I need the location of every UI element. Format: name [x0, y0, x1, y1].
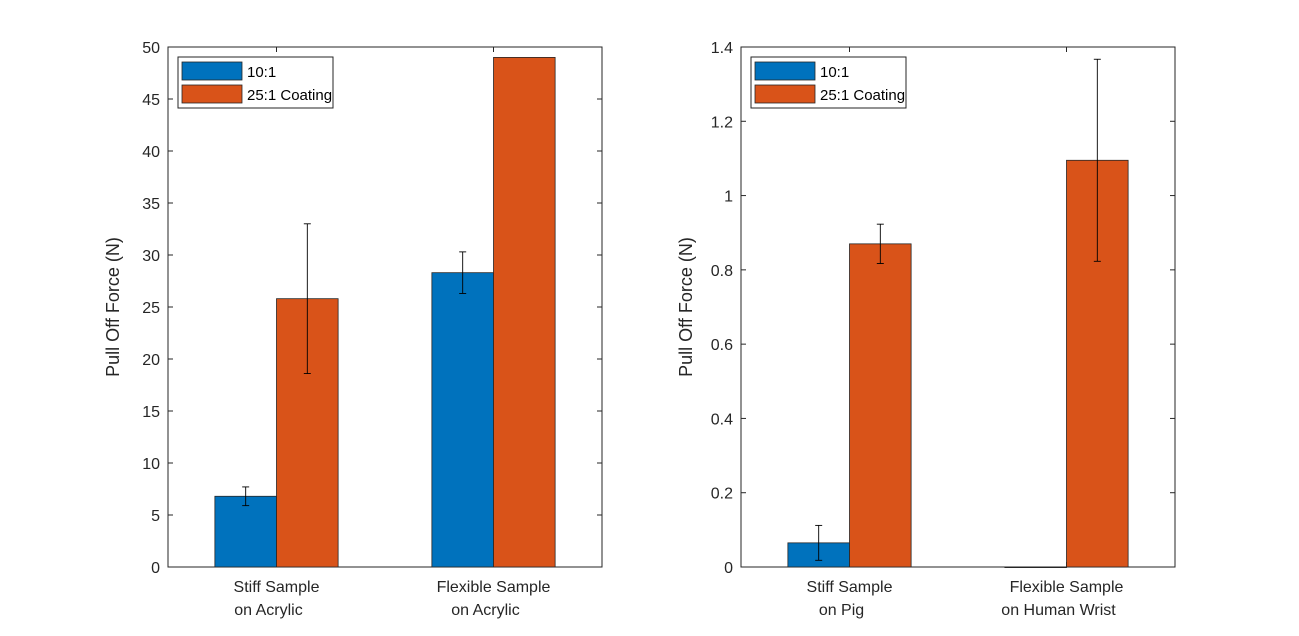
- bar-25-1-coating-2: [493, 57, 556, 568]
- y-axis-label: Pull Off Force (N): [103, 237, 123, 377]
- y-tick-label: 0.4: [711, 411, 733, 428]
- legend-swatch: [181, 84, 243, 104]
- x-tick-label: Stiff Sample: [234, 579, 320, 596]
- y-tick-label: 35: [142, 196, 160, 213]
- y-tick-label: 45: [142, 92, 160, 109]
- y-tick-label: 50: [142, 40, 160, 57]
- x-tick-label: on Acrylic: [234, 602, 302, 619]
- y-tick-label: 1.4: [711, 40, 733, 57]
- y-tick-label: 0: [724, 560, 733, 577]
- x-tick-label: Flexible Sample: [1010, 579, 1124, 596]
- plot-area-box: [740, 46, 1176, 568]
- y-tick-label: 1.2: [711, 114, 733, 131]
- legend-swatch: [754, 61, 816, 81]
- y-tick-label: 30: [142, 248, 160, 265]
- bar-25-1-coating-1: [849, 243, 912, 568]
- y-tick-label: 15: [142, 404, 160, 421]
- legend: 10:1 25:1 Coating: [177, 56, 334, 109]
- legend-swatch: [181, 61, 243, 81]
- bar-10-1-2: [1004, 566, 1067, 569]
- y-tick-label: 0.6: [711, 337, 733, 354]
- y-tick-label: 5: [151, 508, 160, 525]
- y-tick-label: 40: [142, 144, 160, 161]
- legend-entry-label: 25:1 Coating: [820, 87, 905, 104]
- legend-swatch: [754, 84, 816, 104]
- chart-panel-2: 0 0.2 0.4 0.6 0.8 1 1.2 1.4 Pull Off Force (N) St…: [676, 40, 1176, 619]
- x-tick-label: on Pig: [819, 602, 864, 619]
- y-tick-label: 1: [724, 189, 733, 206]
- y-tick-label: 20: [142, 352, 160, 369]
- x-tick-label: Flexible Sample: [437, 579, 551, 596]
- x-tick-label: Stiff Sample: [807, 579, 893, 596]
- chart-panel-1: 0 5 10 15 20 25 30 35 40 45 50 Pull Off Force (N) St…: [103, 40, 603, 619]
- y-axis-label: Pull Off Force (N): [676, 237, 696, 377]
- legend-entry-label: 10:1: [247, 64, 276, 81]
- legend: 10:1 25:1 Coating: [750, 56, 907, 109]
- bar-10-1-1: [214, 495, 277, 568]
- y-tick-label: 25: [142, 300, 160, 317]
- y-tick-label: 0.8: [711, 263, 733, 280]
- y-tick-label: 10: [142, 456, 160, 473]
- y-tick-label: 0: [151, 560, 160, 577]
- y-tick-label: 0.2: [711, 486, 733, 503]
- bar-10-1-2: [431, 272, 494, 568]
- x-tick-label: on Human Wrist: [1001, 602, 1116, 619]
- x-tick-label: on Acrylic: [451, 602, 519, 619]
- legend-entry-label: 25:1 Coating: [247, 87, 332, 104]
- legend-entry-label: 10:1: [820, 64, 849, 81]
